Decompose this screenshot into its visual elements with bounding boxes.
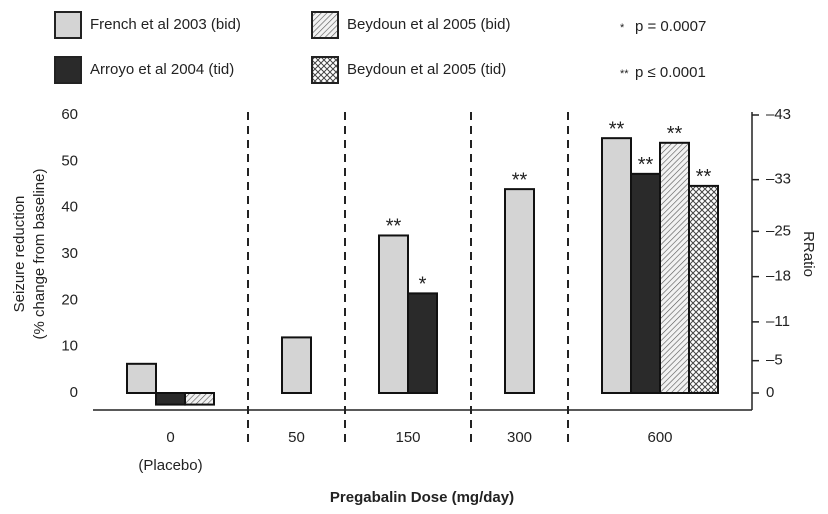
y-tick-label: 10 <box>61 338 78 355</box>
y-tick-label: 60 <box>61 106 78 123</box>
significance-label: ** <box>667 123 683 145</box>
significance-label: ** <box>512 169 528 191</box>
y-axis-title: Seizure reduction <box>11 196 28 313</box>
significance-label: ** <box>696 166 712 188</box>
bar <box>155 392 186 406</box>
bar <box>504 188 535 394</box>
significance-label: ** <box>386 216 402 238</box>
y-tick-label: 40 <box>61 199 78 216</box>
bar <box>281 336 312 394</box>
x-tick-note: (Placebo) <box>138 457 202 474</box>
x-tick-label: 0 <box>166 429 174 446</box>
legend-label: Beydoun et al 2005 (bid) <box>347 16 510 33</box>
legend-swatch <box>54 56 82 84</box>
note-symbol: * <box>620 22 625 34</box>
significance-label: ** <box>638 154 654 176</box>
y-tick-label: 0 <box>70 384 78 401</box>
x-tick-label: 600 <box>647 429 672 446</box>
y-tick-label: 50 <box>61 152 78 169</box>
bar <box>378 234 409 394</box>
y-axis-title: (% change from baseline) <box>31 169 48 340</box>
y-tick-label: 30 <box>61 245 78 262</box>
y2-tick-label: –11 <box>766 313 790 330</box>
x-axis-title: Pregabalin Dose (mg/day) <box>330 489 514 506</box>
y2-tick-label: –5 <box>766 352 783 369</box>
y2-tick-label: –33 <box>766 171 791 188</box>
y2-tick-label: –43 <box>766 106 791 123</box>
bar <box>659 141 690 394</box>
significance-label: * <box>419 274 427 296</box>
legend-label: Beydoun et al 2005 (tid) <box>347 61 506 78</box>
y2-axis-title: RRatio <box>800 231 817 277</box>
bar <box>630 172 661 394</box>
note-text: p ≤ 0.0001 <box>635 64 706 81</box>
y2-tick-label: –25 <box>766 222 791 239</box>
y2-tick-label: 0 <box>766 384 774 401</box>
legend-label: French et al 2003 (bid) <box>90 16 241 33</box>
note-symbol: ** <box>620 68 629 80</box>
legend-swatch <box>311 11 339 39</box>
x-tick-label: 150 <box>395 429 420 446</box>
bar <box>407 292 438 394</box>
x-tick-label: 300 <box>507 429 532 446</box>
bar <box>688 184 719 394</box>
significance-label: ** <box>609 118 625 140</box>
legend-swatch <box>54 11 82 39</box>
y-tick-label: 20 <box>61 291 78 308</box>
bar <box>601 137 632 394</box>
bar <box>184 392 215 406</box>
bar <box>126 362 157 394</box>
legend-swatch <box>311 56 339 84</box>
legend-label: Arroyo et al 2004 (tid) <box>90 61 234 78</box>
y2-tick-label: –18 <box>766 268 791 285</box>
x-tick-label: 50 <box>288 429 305 446</box>
note-text: p = 0.0007 <box>635 18 706 35</box>
